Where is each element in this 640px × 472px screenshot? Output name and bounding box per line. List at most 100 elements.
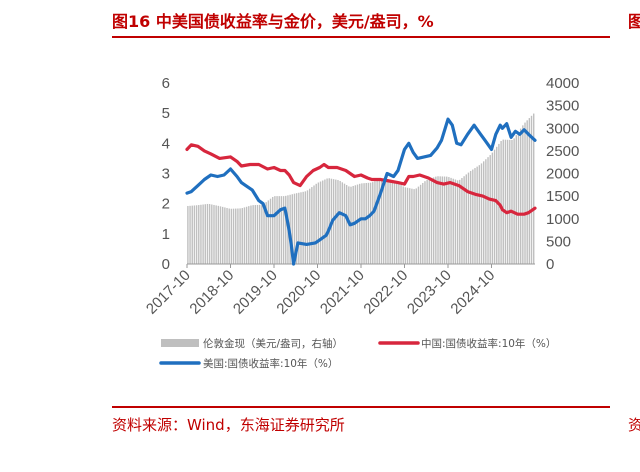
gold-bar	[193, 205, 196, 264]
gold-bar	[293, 193, 296, 264]
gold-bar	[313, 185, 315, 264]
gold-bar	[235, 208, 237, 264]
gold-bar	[504, 139, 507, 264]
right-axis-tick-label: 3500	[546, 98, 579, 115]
cropped-neighbor-title: 图	[628, 12, 640, 31]
gold-bar	[469, 170, 472, 264]
legend-label-china: 中国:国债收益率:10年（%）	[421, 337, 556, 350]
gold-bar	[208, 204, 211, 264]
gold-bar	[343, 183, 346, 264]
gold-bar	[221, 206, 224, 264]
gold-bar	[250, 205, 252, 264]
gold-bar	[411, 188, 413, 264]
gold-bar	[441, 176, 444, 264]
gold-price-bars	[187, 113, 535, 265]
chart-legend: 伦敦金现（美元/盎司，右轴） 中国:国债收益率:10年（%） 美国:国债收益率:10…	[159, 337, 556, 370]
gold-bar	[359, 183, 361, 264]
gold-bar	[202, 204, 204, 264]
gold-bar	[237, 208, 239, 264]
gold-bar	[265, 202, 267, 264]
gold-bar	[404, 187, 407, 264]
gold-bar	[226, 207, 228, 264]
left-axis-tick-label: 0	[162, 256, 170, 273]
gold-bar	[274, 196, 276, 265]
gold-bar	[487, 157, 489, 264]
gold-bar	[452, 178, 454, 264]
gold-bar	[200, 204, 202, 264]
gold-bar	[439, 176, 441, 264]
gold-bar	[467, 172, 470, 264]
title-divider	[112, 36, 610, 38]
us-10y-yield-line	[185, 117, 537, 266]
gold-bar	[502, 139, 504, 264]
gold-bar	[496, 146, 498, 264]
gold-bar	[422, 183, 424, 264]
gold-bar	[415, 188, 417, 264]
x-axis-tick-label: 2018-10	[186, 267, 237, 318]
right-axis-tick-label: 0	[546, 256, 554, 273]
gold-bar	[326, 178, 328, 264]
gold-bar	[437, 176, 439, 264]
gold-bar	[482, 161, 485, 264]
gold-bar	[409, 188, 411, 264]
gold-bar	[248, 206, 250, 264]
gold-bar	[300, 192, 302, 264]
gold-bar	[398, 183, 400, 264]
gold-bar	[376, 180, 378, 264]
gold-bar	[282, 196, 285, 265]
gold-bar	[241, 208, 243, 264]
gold-bar	[380, 178, 383, 264]
gold-bar	[478, 165, 481, 264]
gold-bar	[311, 187, 313, 264]
gold-bar	[219, 206, 222, 264]
gold-bar	[517, 131, 520, 264]
gold-bar	[374, 181, 376, 264]
gold-bar	[245, 206, 248, 264]
gold-bar	[298, 192, 300, 264]
gold-bar	[189, 205, 191, 264]
gold-bar	[533, 113, 535, 264]
gold-bar	[426, 179, 428, 264]
x-axis-tick-label: 2017-10	[143, 267, 194, 318]
gold-bar	[485, 159, 487, 264]
gold-bar	[322, 180, 324, 264]
gold-bar	[526, 120, 528, 264]
gold-bar	[211, 204, 213, 264]
gold-bar	[428, 179, 431, 264]
gold-bar	[267, 200, 270, 264]
gold-bar	[489, 155, 491, 264]
gold-bar	[285, 195, 287, 264]
source-divider	[112, 406, 610, 408]
gold-bar	[435, 176, 437, 264]
gold-bar	[361, 183, 363, 264]
gold-bar	[217, 205, 220, 264]
gold-bar	[345, 185, 348, 264]
gold-bar	[324, 179, 326, 264]
gold-bar	[280, 196, 283, 265]
gold-bar	[228, 208, 230, 264]
gold-bar	[391, 180, 394, 264]
gold-bar	[258, 204, 261, 264]
gold-bar	[491, 152, 494, 264]
gold-bar	[304, 191, 307, 264]
gold-bar	[506, 139, 509, 264]
gold-bar	[243, 207, 246, 264]
left-axis-tick-label: 2	[162, 196, 170, 213]
gold-bar	[448, 177, 450, 264]
gold-bar	[191, 205, 193, 264]
gold-bar	[230, 208, 233, 264]
gold-bar	[206, 203, 209, 264]
gold-bar	[224, 207, 226, 264]
gold-bar	[302, 191, 304, 264]
gold-bar	[372, 182, 374, 264]
right-axis-tick-label: 2500	[546, 143, 579, 160]
right-axis-tick-label: 2000	[546, 166, 579, 183]
gold-bar	[252, 205, 254, 264]
gold-bar	[387, 179, 389, 264]
gold-bar	[424, 181, 426, 264]
gold-bar	[402, 186, 404, 264]
gold-bar	[365, 183, 367, 264]
gold-bar	[393, 180, 396, 264]
right-axis-tick-label: 1000	[546, 211, 579, 228]
gold-bar	[378, 179, 380, 264]
